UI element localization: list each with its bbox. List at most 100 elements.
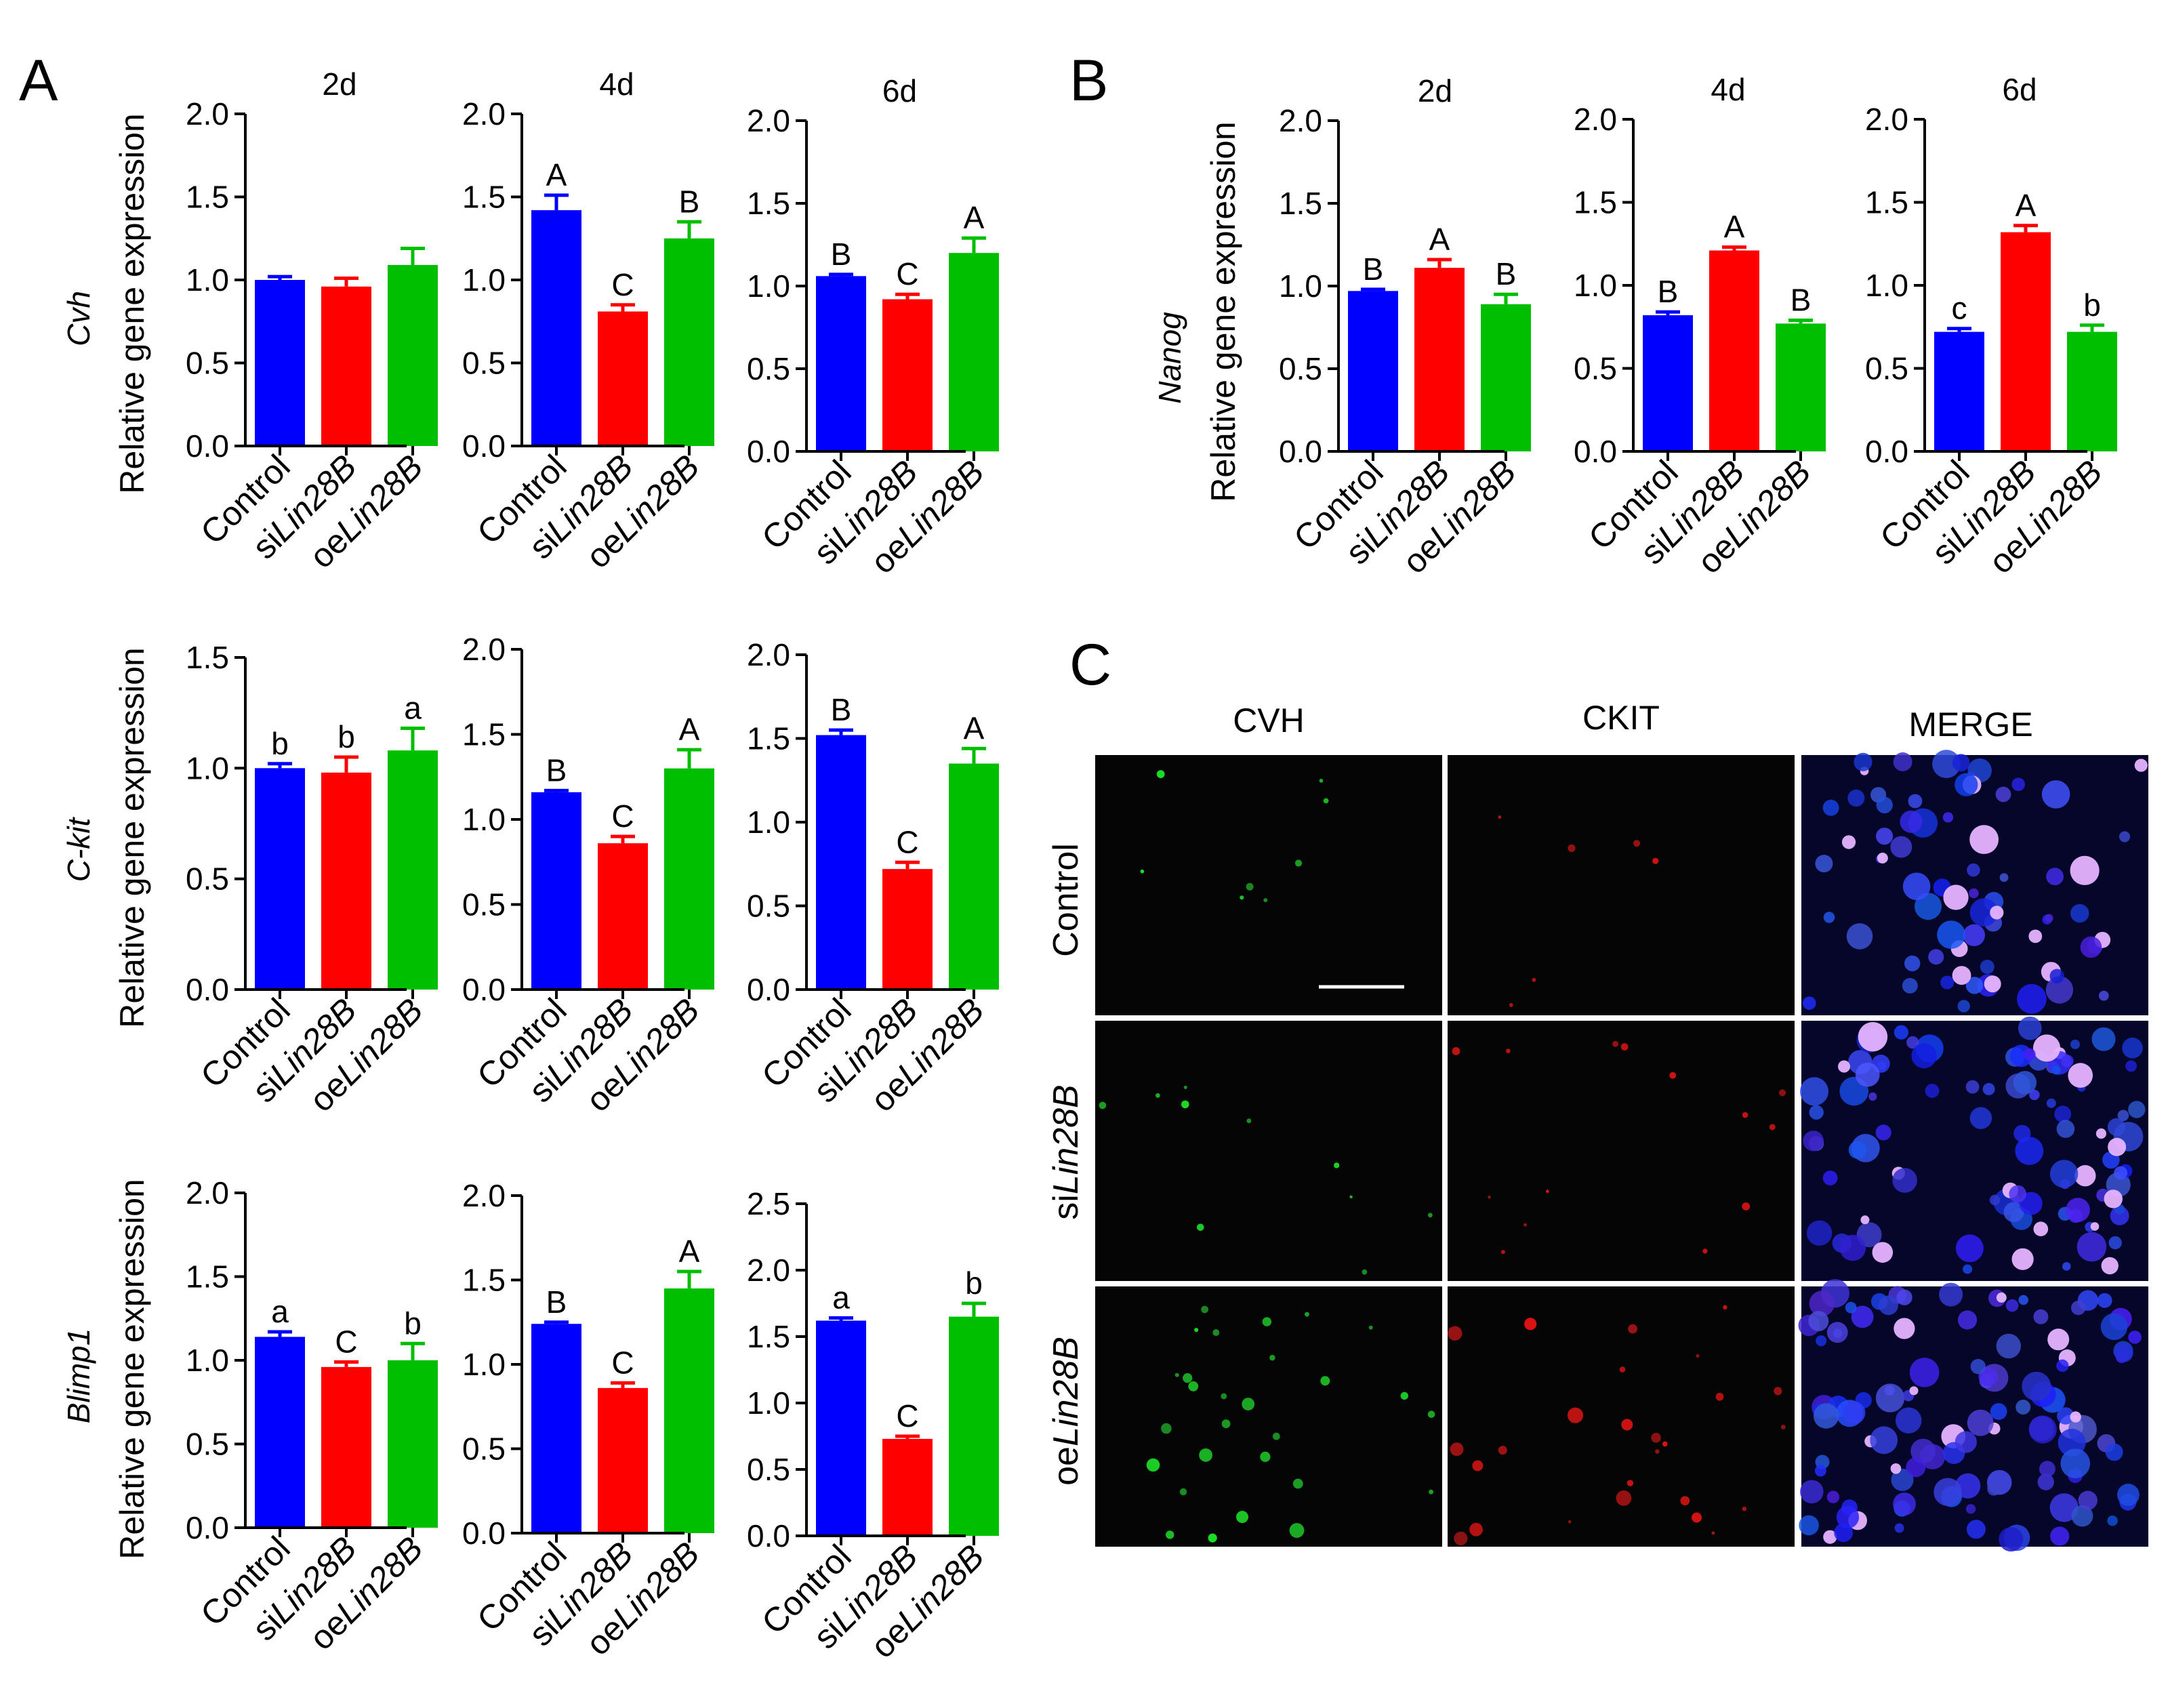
cell-spot <box>1969 888 1979 899</box>
cell-spot <box>1843 1401 1866 1424</box>
cell-spot <box>1984 975 2001 993</box>
cell-spot <box>1292 1478 1303 1489</box>
significance-letter: B <box>1791 282 1812 317</box>
bar-si <box>598 311 648 446</box>
significance-letter: A <box>679 712 700 747</box>
cell-spot <box>2105 1443 2123 1461</box>
y-tick-label: 1.5 <box>186 1259 229 1295</box>
cell-spot <box>1201 1305 1208 1314</box>
gene-label-ckit: C-kit <box>61 817 96 882</box>
gene-label-nanog: Nanog <box>1152 312 1187 404</box>
y-tick-label: 2.0 <box>1279 103 1322 138</box>
cell-spot <box>1876 828 1894 845</box>
cell-spot <box>2100 1313 2128 1341</box>
cell-spot <box>1803 996 1816 1010</box>
cell-spot <box>1925 1084 1940 1098</box>
micro-row-label-oe: oeLin28B <box>1046 1337 1086 1486</box>
cell-spot <box>1813 1403 1839 1429</box>
micro-tile-control-cvh <box>1095 755 1442 1015</box>
cell-spot <box>1937 920 1965 949</box>
cell-spot <box>1183 1373 1193 1383</box>
y-tick-label: 1.0 <box>186 750 229 786</box>
cell-spot <box>1742 1112 1748 1118</box>
cell-spot <box>1900 810 1923 833</box>
cell-spot <box>1970 1359 1986 1375</box>
cell-spot <box>1909 1358 1940 1387</box>
cell-spot <box>1890 836 1913 858</box>
significance-letter: C <box>611 1345 634 1380</box>
cell-spot <box>1452 1047 1460 1055</box>
bar-si <box>598 843 648 990</box>
cell-spot <box>1652 857 1659 864</box>
cell-spot <box>1320 1376 1330 1386</box>
cell-spot <box>1246 882 1254 891</box>
cell-spot <box>1469 1522 1484 1537</box>
cell-spot <box>2018 1016 2042 1040</box>
cell-spot <box>1967 863 1980 877</box>
cell-spot <box>1450 1442 1464 1457</box>
cell-spot <box>1166 1530 1174 1539</box>
cell-spot <box>1990 1403 2007 1420</box>
y-tick-label: 0.0 <box>747 972 790 1007</box>
significance-letter: A <box>964 200 985 235</box>
cell-spot <box>1939 1282 1963 1307</box>
cell-spot <box>1161 1423 1172 1434</box>
cell-spot <box>2070 903 2089 923</box>
y-tick-label: 1.5 <box>747 1319 790 1354</box>
bar-control <box>531 792 581 990</box>
cell-spot <box>1655 1449 1660 1454</box>
cell-spot <box>1847 789 1865 807</box>
y-tick-label: 0.0 <box>462 1516 506 1551</box>
bar-control <box>1348 291 1398 451</box>
y-tick-label: 1.5 <box>462 180 506 215</box>
bar-si <box>1414 268 1465 451</box>
cell-spot <box>1965 1504 1976 1514</box>
cell-spot <box>1957 1310 1978 1330</box>
cell-spot <box>1183 1085 1187 1089</box>
micro-tile-bg <box>1095 1286 1442 1547</box>
cell-spot <box>1806 1220 1833 1246</box>
micro-header-merge: MERGE <box>1908 706 2032 744</box>
bar-si <box>882 299 933 451</box>
cell-spot <box>1523 1223 1527 1227</box>
significance-letter: A <box>2016 188 2037 223</box>
cell-spot <box>1995 786 2011 802</box>
cell-spot <box>1969 898 1999 927</box>
cell-spot <box>1957 1000 1970 1013</box>
chart-title: 4d <box>1711 72 1745 107</box>
micro-tile-bg <box>1448 1021 1795 1281</box>
y-tick-label: 1.0 <box>462 1347 506 1382</box>
cell-spot <box>1194 1328 1199 1333</box>
cell-spot <box>1996 1333 2021 1359</box>
cell-spot <box>1996 1293 2007 1303</box>
cell-spot <box>1263 898 1268 903</box>
significance-letter: B <box>546 1284 567 1320</box>
cell-spot <box>1368 1325 1373 1330</box>
cell-spot <box>1568 1520 1572 1524</box>
cell-spot <box>2037 1473 2054 1490</box>
y-tick-label: 0.5 <box>1574 351 1617 386</box>
cell-spot <box>1294 859 1303 867</box>
cell-spot <box>2117 1484 2140 1506</box>
cell-spot <box>2046 1098 2056 1108</box>
cell-spot <box>1982 1082 1995 1095</box>
cell-spot <box>1814 1465 1826 1477</box>
micro-row-label-si: siLin28B <box>1046 1084 1086 1219</box>
cell-spot <box>1568 844 1576 853</box>
cell-spot <box>1890 1463 1902 1474</box>
bar-oe <box>2067 331 2117 451</box>
cell-spot <box>1799 1515 1819 1536</box>
cell-spot <box>1616 1490 1632 1506</box>
significance-letter: b <box>965 1265 983 1301</box>
cell-spot <box>1212 1329 1220 1337</box>
cell-spot <box>1696 1354 1700 1358</box>
y-tick-label: 1.5 <box>186 640 229 675</box>
cell-spot <box>2114 1343 2133 1362</box>
cell-spot <box>1838 1060 1850 1073</box>
bar-oe <box>664 768 714 990</box>
significance-letter: b <box>404 1305 422 1341</box>
cell-spot <box>1910 1438 1936 1464</box>
cell-spot <box>2056 1120 2075 1138</box>
cell-spot <box>2114 1166 2128 1180</box>
